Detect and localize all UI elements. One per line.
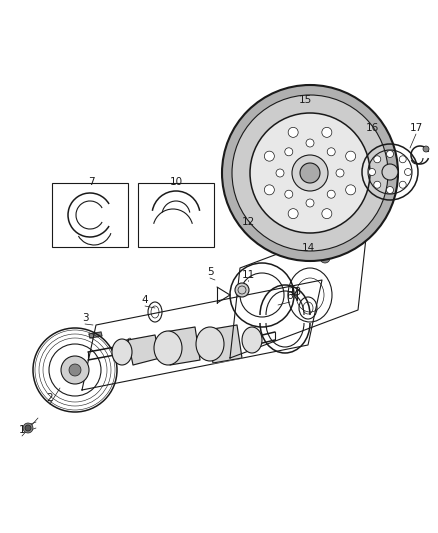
Ellipse shape bbox=[288, 127, 298, 138]
Text: 17: 17 bbox=[410, 123, 423, 133]
Polygon shape bbox=[165, 327, 200, 365]
Polygon shape bbox=[207, 325, 242, 363]
Text: 1: 1 bbox=[19, 425, 25, 435]
Ellipse shape bbox=[222, 85, 398, 261]
Ellipse shape bbox=[285, 190, 293, 198]
Ellipse shape bbox=[346, 185, 356, 195]
Ellipse shape bbox=[285, 148, 293, 156]
Ellipse shape bbox=[250, 113, 370, 233]
Text: 4: 4 bbox=[141, 295, 148, 305]
Text: 7: 7 bbox=[88, 177, 94, 187]
Ellipse shape bbox=[196, 327, 224, 361]
Ellipse shape bbox=[300, 163, 320, 183]
Ellipse shape bbox=[112, 339, 132, 365]
Ellipse shape bbox=[382, 164, 398, 180]
Bar bbox=[138, 183, 214, 247]
Ellipse shape bbox=[399, 181, 406, 188]
Ellipse shape bbox=[306, 199, 314, 207]
Text: 14: 14 bbox=[301, 243, 314, 253]
Ellipse shape bbox=[405, 168, 411, 175]
Text: 10: 10 bbox=[170, 177, 183, 187]
Ellipse shape bbox=[320, 253, 330, 263]
Ellipse shape bbox=[154, 331, 182, 365]
Ellipse shape bbox=[327, 148, 335, 156]
Ellipse shape bbox=[69, 364, 81, 376]
Ellipse shape bbox=[265, 185, 274, 195]
Text: 13: 13 bbox=[288, 287, 302, 297]
Ellipse shape bbox=[292, 155, 328, 191]
Text: 12: 12 bbox=[241, 217, 254, 227]
Text: 5: 5 bbox=[207, 267, 213, 277]
Ellipse shape bbox=[399, 156, 406, 163]
Ellipse shape bbox=[423, 146, 429, 152]
Ellipse shape bbox=[61, 356, 89, 384]
Ellipse shape bbox=[288, 208, 298, 219]
Ellipse shape bbox=[386, 187, 393, 193]
Ellipse shape bbox=[232, 95, 388, 251]
Text: 3: 3 bbox=[82, 313, 88, 323]
Ellipse shape bbox=[346, 151, 356, 161]
Polygon shape bbox=[128, 335, 160, 365]
Ellipse shape bbox=[322, 208, 332, 219]
Bar bbox=[52, 183, 128, 247]
Ellipse shape bbox=[368, 168, 375, 175]
Ellipse shape bbox=[322, 127, 332, 138]
Ellipse shape bbox=[374, 181, 381, 188]
Ellipse shape bbox=[23, 423, 33, 433]
Ellipse shape bbox=[336, 169, 344, 177]
Polygon shape bbox=[89, 332, 102, 338]
Ellipse shape bbox=[306, 139, 314, 147]
Ellipse shape bbox=[374, 156, 381, 163]
Text: 15: 15 bbox=[298, 95, 311, 105]
Ellipse shape bbox=[25, 425, 31, 431]
Ellipse shape bbox=[276, 169, 284, 177]
Ellipse shape bbox=[327, 190, 335, 198]
Ellipse shape bbox=[242, 327, 262, 353]
Text: 6: 6 bbox=[287, 291, 293, 301]
Ellipse shape bbox=[235, 283, 249, 297]
Text: 11: 11 bbox=[241, 270, 254, 280]
Text: 16: 16 bbox=[365, 123, 378, 133]
Ellipse shape bbox=[386, 150, 393, 157]
Text: 2: 2 bbox=[47, 393, 53, 403]
Ellipse shape bbox=[265, 151, 274, 161]
